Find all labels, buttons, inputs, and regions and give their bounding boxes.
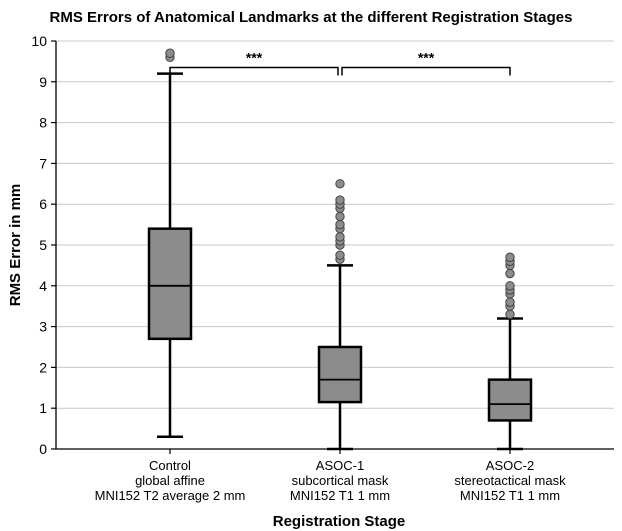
outlier-2-0 (505, 309, 515, 320)
outlier-1-10 (335, 195, 345, 205)
y-tick-label-4: 4 (39, 278, 47, 294)
y-tick-label-6: 6 (39, 196, 47, 212)
category-label-1: ASOC-1 subcortical mask MNI152 T1 1 mm (290, 458, 390, 503)
box-1 (317, 179, 363, 451)
outlier-0-1 (165, 48, 175, 58)
boxes (147, 48, 533, 451)
category-label-0-line-2: MNI152 T2 average 2 mm (95, 488, 246, 503)
y-tick-label-5: 5 (39, 237, 47, 253)
outlier-2-6 (505, 268, 515, 279)
outlier-1-6 (335, 219, 345, 230)
y-tick-label-8: 8 (39, 115, 47, 131)
significance-bracket-1: *** (341, 50, 511, 76)
y-tick-label-3: 3 (39, 319, 47, 335)
y-tick-label-9: 9 (39, 74, 47, 90)
y-tick-label-2: 2 (39, 359, 47, 375)
y-tick-label-1: 1 (39, 400, 47, 416)
outlier-1-11 (335, 179, 345, 189)
outlier-1-4 (335, 232, 345, 242)
y-tick-label-10: 10 (31, 33, 47, 49)
category-label-2: ASOC-2 stereotactical mask MNI152 T1 1 mm (454, 458, 566, 503)
box-2 (487, 252, 533, 451)
outlier-2-2 (505, 297, 515, 307)
category-label-1-line-2: MNI152 T1 1 mm (290, 488, 390, 503)
box-iqr-1 (317, 345, 363, 404)
category-label-2-line-2: MNI152 T1 1 mm (460, 488, 560, 503)
category-label-0-line-1: global affine (135, 473, 205, 488)
box-0 (147, 48, 193, 439)
significance-brackets: *** *** (169, 50, 511, 76)
category-label-0: Control global affine MNI152 T2 average 2 … (95, 458, 246, 503)
significance-bracket-0: *** (169, 50, 339, 76)
chart-title: RMS Errors of Anatomical Landmarks at th… (50, 9, 573, 26)
x-axis-title: Registration Stage (273, 513, 406, 530)
box-iqr-0 (147, 227, 193, 341)
outlier-2-5 (505, 281, 515, 291)
y-axis-title: RMS Error in mm (7, 184, 24, 307)
category-label-1-line-1: subcortical mask (292, 473, 389, 488)
bracket-line-1 (341, 66, 511, 76)
category-label-2-line-0: ASOC-2 (486, 458, 534, 473)
category-label-0-line-0: Control (149, 458, 191, 473)
y-tick-label-0: 0 (39, 441, 47, 457)
significance-label-1: *** (418, 50, 435, 66)
category-label-2-line-1: stereotactical mask (454, 473, 566, 488)
bracket-line-0 (169, 66, 339, 76)
y-tick-label-7: 7 (39, 155, 47, 171)
category-label-1-line-0: ASOC-1 (316, 458, 364, 473)
outlier-1-7 (335, 211, 345, 222)
significance-label-0: *** (246, 50, 263, 66)
box-iqr-2 (487, 378, 533, 422)
outlier-2-9 (505, 252, 515, 262)
outlier-1-1 (335, 250, 345, 260)
